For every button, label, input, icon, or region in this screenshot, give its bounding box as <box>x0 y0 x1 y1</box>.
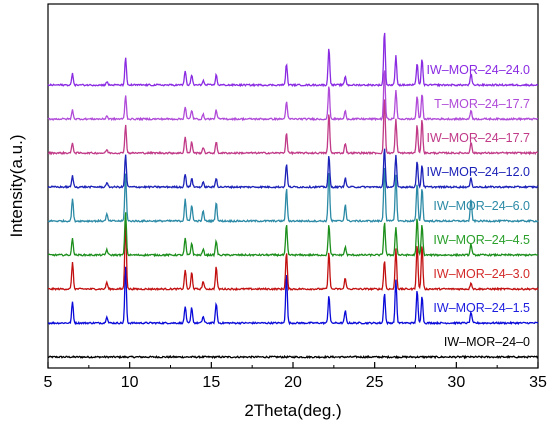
series-label-8: IW–MOR–24–24.0 <box>426 63 530 77</box>
series-line-8 <box>47 32 539 88</box>
x-tick-label-2: 15 <box>202 374 220 391</box>
x-tick-label-4: 25 <box>366 374 384 391</box>
trace-group <box>47 32 539 360</box>
series-label-5: IW–MOR–24–12.0 <box>426 165 530 179</box>
x-axis-label: 2Theta(deg.) <box>244 401 341 420</box>
series-label-7: T–MOR–24–17.7 <box>434 97 530 111</box>
x-tick-label-5: 30 <box>447 374 465 391</box>
series-line-2 <box>47 223 539 292</box>
series-line-1 <box>48 266 539 326</box>
series-label-6: IW–MOR–24–17.7 <box>426 131 530 145</box>
x-tick-label-6: 35 <box>529 374 547 391</box>
series-line-4 <box>47 167 539 224</box>
series-label-4: IW–MOR–24–6.0 <box>433 199 530 213</box>
y-axis-label: Intensity(a.u.) <box>7 135 26 238</box>
series-line-6 <box>47 99 539 156</box>
x-tick-label-1: 10 <box>121 374 139 391</box>
x-tick-label-0: 5 <box>44 374 53 391</box>
series-label-1: IW–MOR–24–1.5 <box>433 301 530 315</box>
series-label-0: IW–MOR–24–0 <box>444 335 530 349</box>
x-axis-ticks: 5 10 15 20 25 30 35 <box>44 362 547 391</box>
series-label-2: IW–MOR–24–3.0 <box>433 267 530 281</box>
x-tick-label-3: 20 <box>284 374 302 391</box>
series-label-3: IW–MOR–24–4.5 <box>433 233 530 247</box>
series-line-3 <box>47 212 539 258</box>
series-line-7 <box>47 70 539 122</box>
series-line-5 <box>47 148 539 190</box>
series-line-0 <box>47 354 538 360</box>
series-label-group: IW–MOR–24–0 IW–MOR–24–1.5 IW–MOR–24–3.0 IW–… <box>426 63 530 349</box>
